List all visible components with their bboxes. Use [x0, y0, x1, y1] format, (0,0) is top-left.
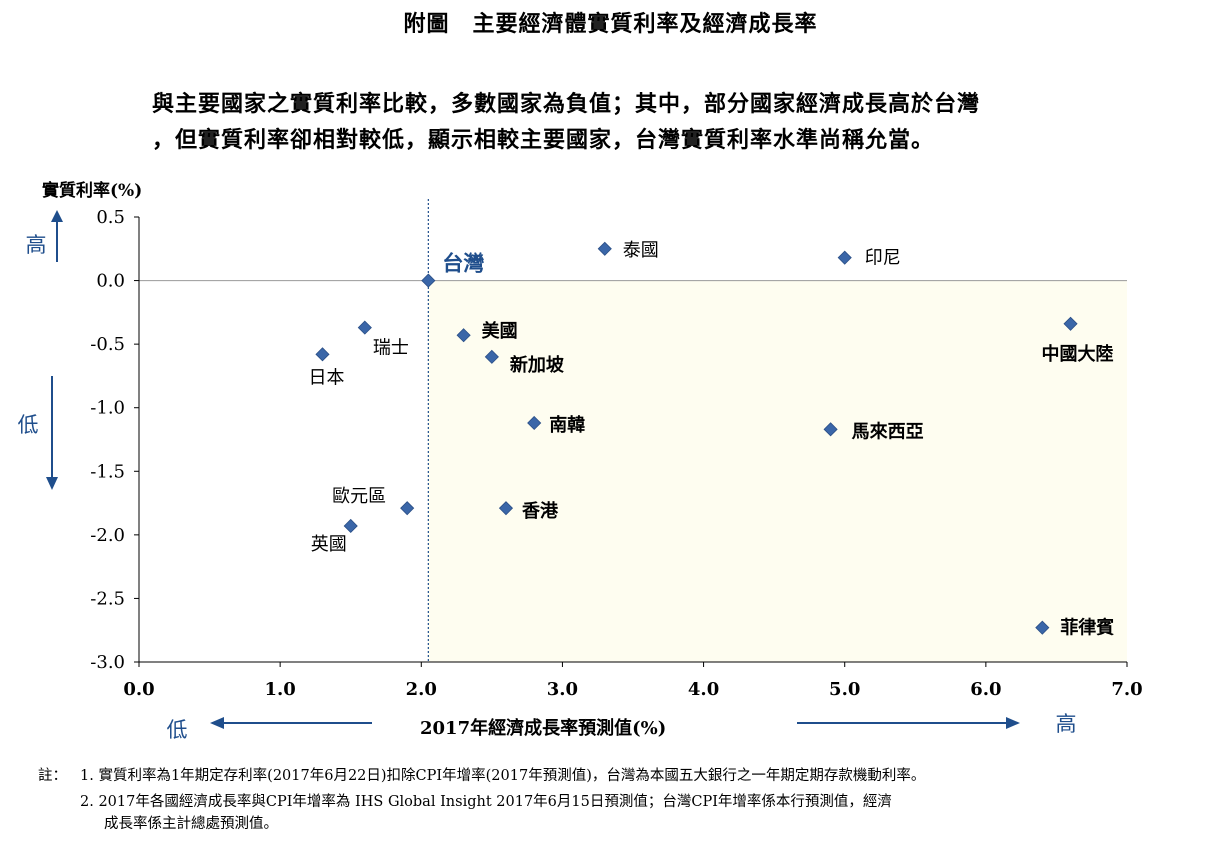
- data-point-中國大陸: [1063, 316, 1078, 331]
- x-high-arrow-head: [1006, 717, 1020, 729]
- x-axis-label: 2017年經濟成長率預測值(%): [420, 718, 667, 739]
- subtitle-line-2: ，但實質利率卻相對較低，顯示相較主要國家，台灣實質利率水準尚稱允當。: [152, 127, 935, 153]
- data-point-英國: [343, 518, 358, 534]
- notes-prefix: 註：: [38, 768, 67, 784]
- data-point-香港: [498, 501, 514, 516]
- data-point-南韓: [527, 415, 542, 431]
- chart-title: 附圖 主要經濟體實質利率及經濟成長率: [403, 11, 818, 37]
- y-high-label: 高: [26, 233, 47, 257]
- data-point-泰國: [597, 241, 612, 256]
- x-high-label: 高: [1056, 712, 1077, 736]
- data-label-美國: 美國: [482, 320, 518, 342]
- x-tick-label: 5.0: [829, 679, 860, 700]
- y-tick-label: -1.5: [90, 461, 125, 482]
- y-axis-label: 實質利率(%): [42, 181, 143, 201]
- data-point-印尼: [837, 250, 852, 265]
- data-label-菲律賓: 菲律賓: [1060, 617, 1114, 639]
- y-tick-label: -2.0: [90, 525, 125, 546]
- x-low-label: 低: [167, 718, 188, 742]
- data-label-日本: 日本: [308, 367, 344, 388]
- data-point-美國: [456, 328, 471, 343]
- x-tick-label: 7.0: [1111, 679, 1142, 700]
- data-label-中國大陸: 中國大陸: [1042, 343, 1114, 365]
- y-tick-label: 0.0: [96, 271, 125, 292]
- data-point-日本: [315, 347, 330, 362]
- y-tick-label: -3.0: [90, 652, 125, 673]
- y-tick-label: -0.5: [90, 334, 125, 355]
- data-point-台灣: [421, 273, 436, 288]
- y-low-arrow-head: [46, 477, 58, 490]
- data-point-菲律賓: [1035, 620, 1050, 635]
- shaded-region: [428, 280, 1127, 662]
- x-tick-label: 0.0: [123, 679, 154, 700]
- y-tick-label: -2.5: [90, 588, 125, 609]
- data-point-馬來西亞: [823, 422, 838, 437]
- x-tick-label: 6.0: [970, 679, 1001, 700]
- x-tick-label: 1.0: [264, 679, 295, 700]
- note-1: 1. 實質利率為1年期定存利率(2017年6月22日)扣除CPI年增率(2017…: [80, 768, 926, 784]
- y-low-label: 低: [18, 413, 39, 437]
- data-label-英國: 英國: [311, 534, 347, 555]
- data-label-馬來西亞: 馬來西亞: [852, 420, 924, 442]
- data-label-南韓: 南韓: [549, 414, 585, 436]
- y-tick-label: -1.0: [90, 398, 125, 419]
- data-label-新加坡: 新加坡: [510, 354, 565, 376]
- data-point-新加坡: [484, 349, 499, 364]
- subtitle-line-1: 與主要國家之實質利率比較，多數國家為負值；其中，部分國家經濟成長高於台灣: [152, 91, 981, 117]
- data-label-印尼: 印尼: [865, 248, 901, 269]
- x-tick-label: 4.0: [688, 679, 719, 700]
- x-tick-label: 3.0: [547, 679, 578, 700]
- x-low-arrow-head: [210, 717, 224, 729]
- x-tick-label: 2.0: [406, 679, 437, 700]
- data-label-香港: 香港: [521, 501, 559, 522]
- data-label-泰國: 泰國: [623, 240, 659, 261]
- note-2-continued: 成長率係主計總處預測值。: [104, 816, 278, 832]
- data-point-歐元區: [400, 501, 415, 516]
- data-label-瑞士: 瑞士: [373, 338, 409, 359]
- data-label-歐元區: 歐元區: [332, 486, 386, 507]
- data-label-台灣: 台灣: [442, 251, 484, 276]
- data-point-瑞士: [357, 320, 372, 335]
- note-2: 2. 2017年各國經濟成長率與CPI年增率為 IHS Global Insig…: [80, 794, 892, 810]
- y-tick-label: 0.5: [96, 207, 125, 228]
- y-high-arrow-head: [51, 210, 63, 222]
